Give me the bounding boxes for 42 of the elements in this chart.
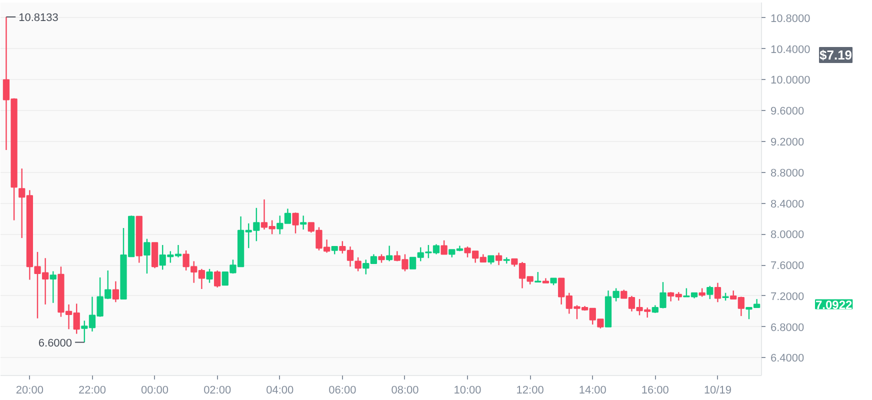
x-tick-label: 12:00 xyxy=(516,384,544,396)
y-tick-label: 10.0000 xyxy=(770,74,810,87)
candlestick xyxy=(144,238,150,274)
x-tick-label: 16:00 xyxy=(641,384,669,396)
candlestick xyxy=(214,270,221,288)
x-tick-label: 20:00 xyxy=(16,384,44,396)
annotation: 10.8133 xyxy=(18,12,58,24)
candlestick xyxy=(151,242,158,269)
candlestick xyxy=(495,252,502,266)
candlestick xyxy=(206,268,213,284)
x-tick-label: 10/19 xyxy=(704,384,732,396)
candlestick xyxy=(714,282,722,303)
x-tick-label: 10:00 xyxy=(454,384,482,396)
y-tick-label: 8.8000 xyxy=(770,167,804,180)
candlestick xyxy=(50,270,56,304)
x-tick-label: 02:00 xyxy=(204,384,232,396)
text: $7.19 xyxy=(820,48,852,62)
x-tick-label: 06:00 xyxy=(328,384,356,396)
annotation: 6.6000 xyxy=(38,337,72,350)
y-tick-label: 7.2000 xyxy=(770,290,804,303)
y-tick-label: 8.0000 xyxy=(770,229,804,242)
y-tick-label: 9.6000 xyxy=(770,106,804,118)
y-tick-label: 10.8000 xyxy=(770,12,810,25)
y-tick-label: 7.6000 xyxy=(770,260,804,272)
x-tick-label: 04:00 xyxy=(266,384,294,396)
text: 7.0922 xyxy=(816,298,853,312)
y-tick-label: 6.8000 xyxy=(770,322,804,334)
candlestick xyxy=(706,285,714,300)
x-tick-label: 22:00 xyxy=(78,384,106,396)
y-tick-label: 9.2000 xyxy=(770,136,804,149)
x-tick-label: 14:00 xyxy=(578,384,606,396)
candlestick xyxy=(386,245,393,262)
candlestick xyxy=(300,215,307,230)
x-tick-label: 08:00 xyxy=(391,384,419,396)
y-tick-label: 6.4000 xyxy=(770,352,804,365)
candlestick xyxy=(440,240,448,255)
candlestick xyxy=(354,256,362,272)
y-tick-label: 8.4000 xyxy=(770,198,804,210)
candlestick xyxy=(112,280,120,303)
x-tick-label: 00:00 xyxy=(141,384,169,396)
candlestick xyxy=(292,212,299,234)
y-tick-label: 10.4000 xyxy=(770,44,810,56)
